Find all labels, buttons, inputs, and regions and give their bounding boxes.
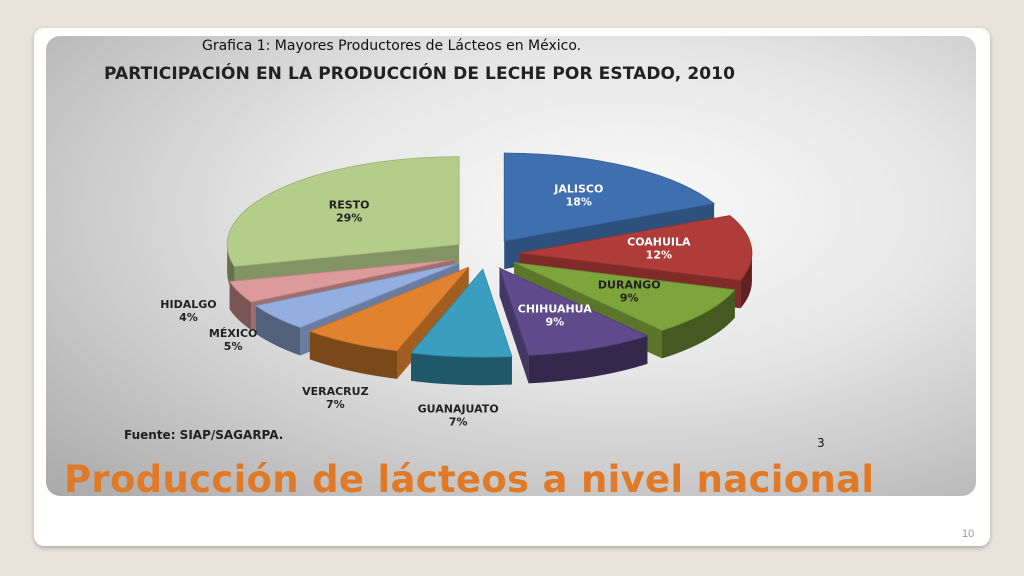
slice-name-jalisco: JALISCO: [553, 183, 603, 196]
chart-title: PARTICIPACIÓN EN LA PRODUCCIÓN DE LECHE …: [104, 64, 736, 84]
slice-value-durango: 9%: [620, 291, 639, 304]
slide-title: Producción de lácteos a nivel nacional: [64, 458, 875, 501]
slice-guanajuato: [410, 268, 513, 386]
slice-value-resto: 29%: [336, 211, 362, 224]
pie-chart: JALISCO18%COAHUILA12%DURANGO9%CHIHUAHUA9…: [160, 152, 753, 429]
slice-name-méxico: MÉXICO: [209, 327, 257, 340]
slice-value-hidalgo: 4%: [179, 311, 198, 324]
slice-value-jalisco: 18%: [566, 196, 592, 209]
chart-caption: Grafica 1: Mayores Productores de Lácteo…: [202, 38, 582, 54]
panel-number: 3: [817, 436, 825, 450]
slide-number: 10: [962, 528, 975, 540]
slice-chihuahua: [498, 267, 649, 384]
slice-name-hidalgo: HIDALGO: [160, 298, 216, 311]
slice-value-méxico: 5%: [224, 340, 243, 353]
slice-name-chihuahua: CHIHUAHUA: [518, 302, 592, 315]
slice-name-durango: DURANGO: [598, 278, 661, 291]
chart-source: Fuente: SIAP/SAGARPA.: [124, 428, 284, 442]
slice-name-veracruz: VERACRUZ: [302, 385, 368, 398]
slice-name-resto: RESTO: [329, 198, 370, 211]
slice-name-guanajuato: GUANAJUATO: [418, 403, 499, 416]
slice-value-coahuila: 12%: [646, 249, 672, 262]
slice-value-guanajuato: 7%: [449, 416, 468, 429]
slice-name-coahuila: COAHUILA: [627, 236, 691, 249]
slice-value-chihuahua: 9%: [545, 315, 564, 328]
slice-value-veracruz: 7%: [326, 398, 345, 411]
